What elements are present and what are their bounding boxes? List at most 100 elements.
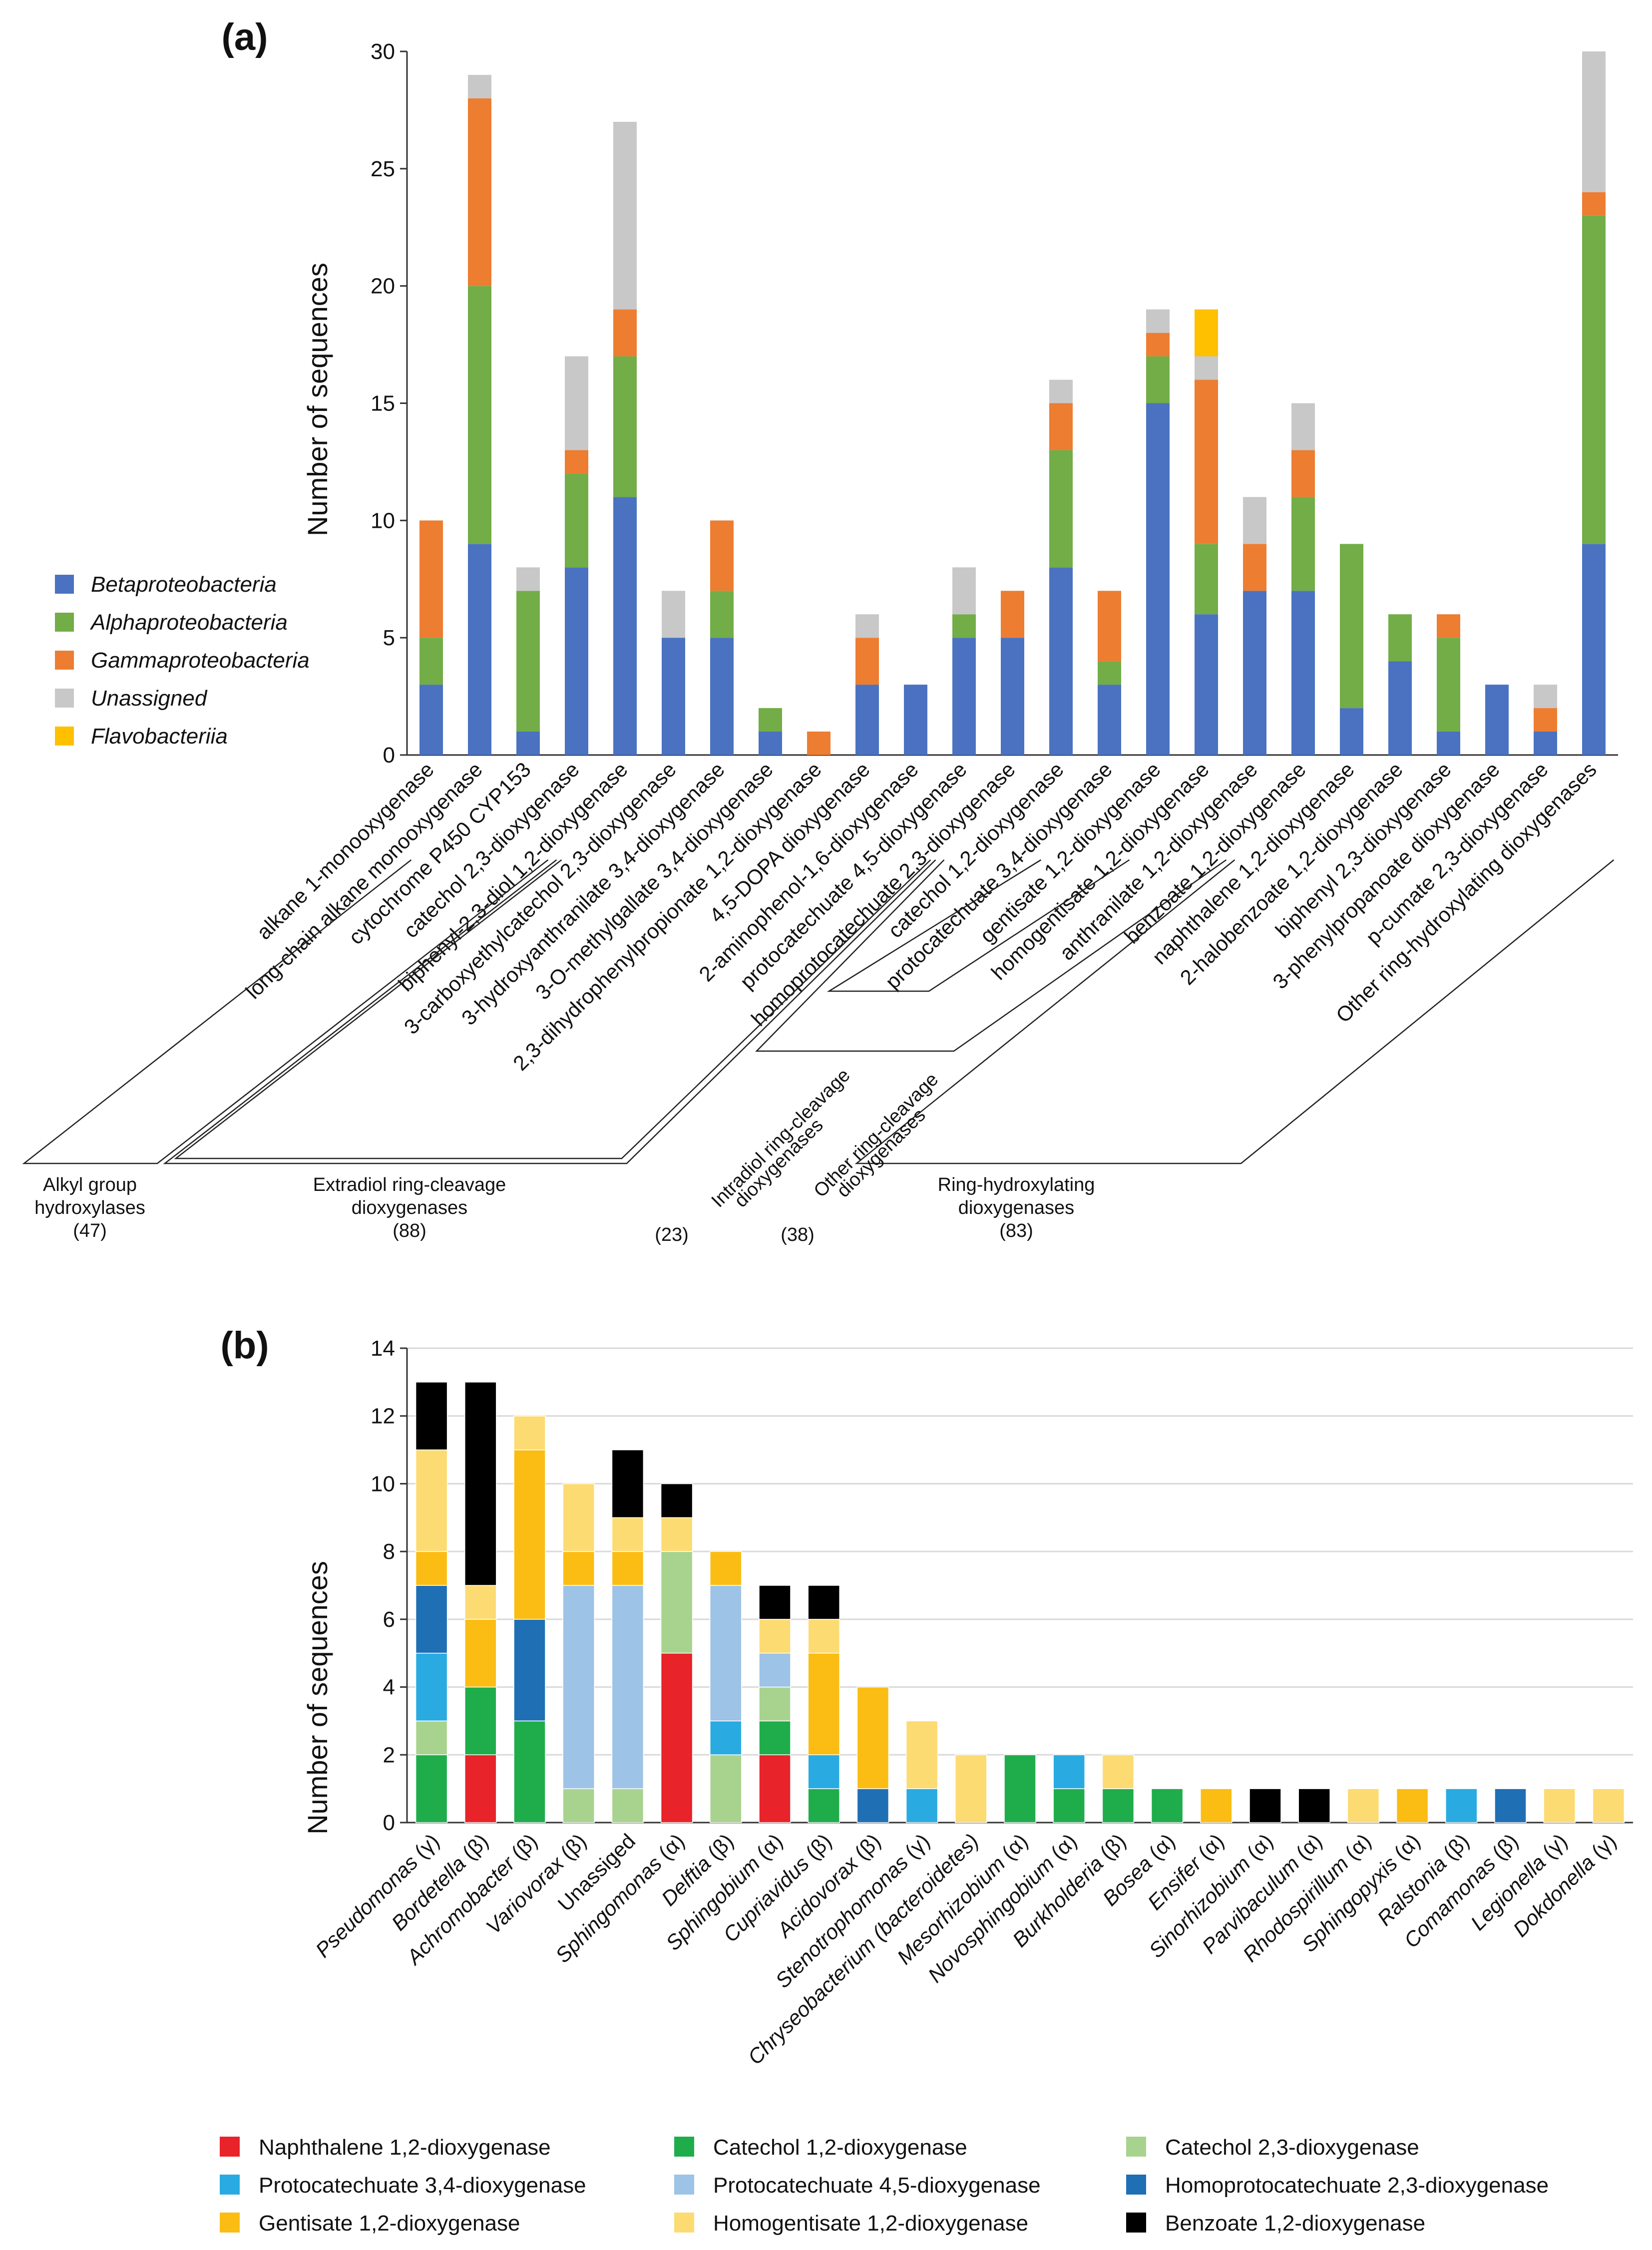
bar-segment [464,1754,497,1823]
group-bracket [854,859,1615,1164]
group-label: (83) [999,1220,1033,1241]
y-tick-label: 30 [371,39,395,64]
bar-segment [611,1449,644,1518]
bar-segment [468,286,491,544]
group-label: Ring-hydroxylating [938,1174,1095,1195]
group-bracket [755,859,1227,1052]
group-label: (47) [73,1220,107,1241]
y-tick-label: 8 [383,1539,395,1564]
group-label: dioxygenases [958,1197,1074,1218]
legend-swatch [55,651,74,670]
bar-segment [710,591,734,638]
bar-segment [613,356,637,497]
bar-segment [565,356,588,450]
bar-segment [415,1754,448,1823]
bar-segment [613,121,637,310]
bar-segment [1534,732,1557,755]
bar-segment [1053,1788,1085,1823]
bar-segment [562,1551,595,1586]
bar-segment [856,1788,889,1823]
bar-segment [1298,1788,1330,1823]
group-bracket-inner [174,859,931,1159]
bar-segment [710,1754,742,1823]
bar-segment [415,1551,448,1586]
group-label: Alkyl group [43,1174,137,1195]
bar-segment [516,591,540,732]
bar-segment [1543,1788,1576,1823]
legend-label: Protocatechuate 3,4-dioxygenase [259,2173,586,2198]
bar-segment [759,732,782,755]
bar-segment [1485,685,1509,755]
bar-segment [562,1788,595,1823]
bar-segment [759,708,782,732]
bar-segment [808,1652,840,1756]
legend-label: Protocatechuate 4,5-dioxygenase [713,2173,1041,2198]
legend-label: Unassigned [91,686,208,711]
bar-segment [856,1686,889,1789]
bar-segment [1291,450,1315,497]
y-tick-label: 14 [371,1336,395,1361]
y-tick-label: 12 [371,1404,395,1429]
bar-segment [611,1551,644,1586]
bar-segment [565,473,588,568]
bar-segment [415,1585,448,1654]
bar-segment [1001,591,1024,638]
bar-segment [562,1585,595,1789]
bar-segment [419,638,443,685]
bar-segment [905,1720,938,1789]
bar-segment [1437,732,1460,755]
bar-segment [419,685,443,755]
bar-segment [660,1483,693,1518]
bar-segment [855,638,879,685]
legend-swatch [1126,2137,1146,2157]
y-tick-label: 4 [383,1675,395,1700]
bar-segment [1049,403,1073,450]
bar-segment [1396,1788,1429,1823]
legend-swatch [220,2137,240,2157]
bar-segment [904,685,927,755]
bar-segment [562,1483,595,1552]
group-label: (88) [393,1220,426,1241]
y-tick-label: 25 [371,157,395,181]
bar-segment [611,1517,644,1552]
legend-label: Betaproteobacteria [91,572,277,597]
bar-segment [516,732,540,755]
group-label: Extradiol ring-cleavage [313,1174,506,1195]
bar-segment [1049,379,1073,403]
legend-label: Gentisate 1,2-dioxygenase [259,2211,520,2236]
y-tick-label: 15 [371,391,395,416]
legend-swatch [1126,2175,1146,2195]
bar-segment [759,1619,791,1654]
bar-segment [613,497,637,755]
bar-segment [1195,614,1218,755]
bar-segment [710,1551,742,1586]
legend-label: Naphthalene 1,2-dioxygenase [259,2135,551,2160]
bar-segment [468,98,491,286]
bar-segment [513,1415,546,1451]
bar-segment [464,1619,497,1688]
legend-label: Benzoate 1,2-dioxygenase [1165,2211,1425,2236]
bar-segment [1340,708,1363,755]
bar-segment [1146,309,1170,333]
bar-segment [1582,215,1606,544]
bar-segment [662,591,685,638]
bar-segment [1146,356,1170,403]
bar-segment [808,1585,840,1620]
bar-segment [1291,591,1315,755]
bar-segment [1195,309,1218,357]
bar-segment [565,567,588,755]
bar-segment [808,1754,840,1789]
bar-segment [807,732,830,755]
bar-segment [808,1788,840,1823]
bar-segment [759,1720,791,1756]
legend-swatch [220,2213,240,2233]
bar-segment [660,1551,693,1654]
y-tick-label: 10 [371,508,395,533]
bar-segment [759,1652,791,1688]
group-bracket [22,859,549,1164]
legend-swatch [674,2137,694,2157]
bar-segment [1243,544,1266,591]
bar-segment [1388,614,1412,662]
bar-segment [415,1720,448,1756]
